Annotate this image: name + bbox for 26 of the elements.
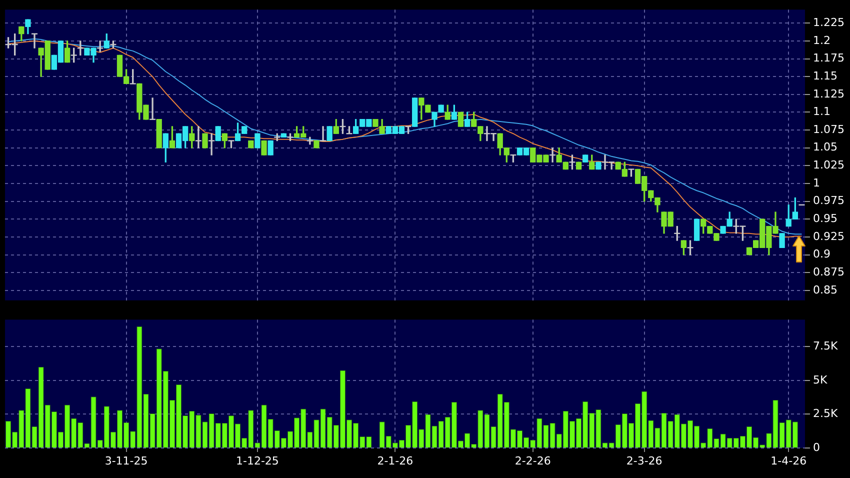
x-tick-label: 1-12-25 bbox=[236, 454, 279, 468]
y-tick-label: 0.975 bbox=[813, 194, 844, 208]
y-tick-label: 1.175 bbox=[813, 52, 844, 65]
y-tick-label: 0.9 bbox=[813, 248, 830, 261]
x-tick-label: 3-11-25 bbox=[104, 454, 148, 468]
x-tick-label: 2-1-26 bbox=[377, 454, 414, 468]
y-tick-label: 2.5K bbox=[813, 407, 838, 420]
y-tick-label: 1.075 bbox=[813, 122, 844, 136]
y-tick-label: 5K bbox=[813, 373, 828, 386]
y-tick-label: 0 bbox=[813, 440, 820, 454]
y-tick-label: 0.925 bbox=[813, 230, 844, 243]
y-tick-label: 1.025 bbox=[813, 158, 844, 172]
y-tick-label: 1.1 bbox=[813, 105, 830, 118]
x-tick-label: 2-3-26 bbox=[626, 454, 662, 468]
y-tick-label: 1.15 bbox=[813, 69, 838, 82]
y-tick-label: 1.225 bbox=[813, 16, 844, 29]
x-tick-label: 1-4-26 bbox=[770, 454, 807, 468]
y-tick-label: 1.125 bbox=[813, 87, 844, 100]
y-tick-label: 0.95 bbox=[813, 212, 838, 226]
y-tick-label: 7.5K bbox=[813, 339, 838, 352]
y-tick-label: 0.875 bbox=[813, 265, 844, 278]
y-tick-label: 1 bbox=[813, 176, 820, 190]
y-tick-label: 0.85 bbox=[813, 283, 838, 296]
y-tick-label: 1.2 bbox=[813, 34, 830, 47]
y-tick-label: 1.05 bbox=[813, 140, 838, 154]
x-tick-label: 2-2-26 bbox=[514, 454, 551, 468]
